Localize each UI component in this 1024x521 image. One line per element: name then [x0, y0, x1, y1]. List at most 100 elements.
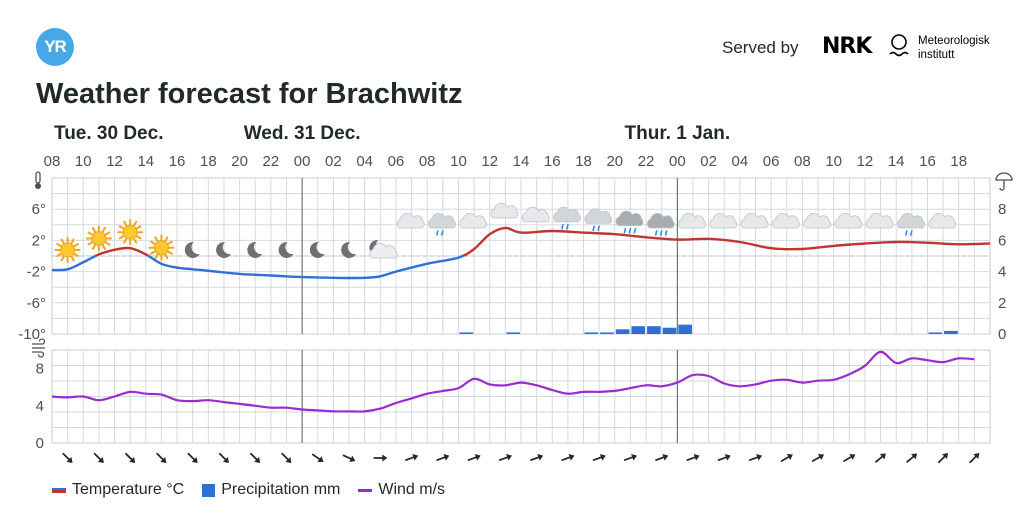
cloud-shape — [897, 213, 925, 229]
wind-direction-arrow — [937, 453, 949, 464]
sun-ray — [118, 235, 125, 240]
hour-tick-label: 12 — [857, 153, 874, 170]
hour-tick-label: 12 — [106, 153, 123, 170]
arrow-head — [160, 456, 167, 463]
nrk-logo[interactable]: NRK — [822, 34, 872, 59]
cloud-icon — [928, 213, 957, 229]
precipitation-bar — [459, 332, 474, 334]
precipitation-tick-label: 0 — [998, 326, 1006, 343]
chart-legend: Temperature °C Precipitation mm Wind m/s — [52, 481, 445, 499]
cloud-icon — [865, 213, 894, 229]
wind-icon — [32, 338, 46, 358]
light-rain-cloud-icon — [897, 213, 925, 236]
moon-icon — [216, 241, 231, 258]
wind-direction-arrow — [467, 454, 481, 461]
wind-direction-arrow — [623, 454, 637, 461]
cloud-shape — [615, 210, 644, 227]
rain-drop — [561, 224, 564, 230]
wind-direction-arrow — [875, 453, 886, 463]
cloud-shape — [803, 213, 832, 229]
forecast-chart: Tue. 30 Dec. Wed. 31 Dec. Thur. 1 Jan.08 10… — [18, 123, 1013, 464]
arrow-head — [349, 455, 356, 463]
sun-ray — [164, 253, 169, 260]
sun-ray — [133, 220, 138, 227]
wind-direction-arrow — [125, 452, 136, 463]
arrow-head — [662, 454, 669, 461]
hour-tick-label: 04 — [356, 153, 373, 170]
cloud-icon — [771, 213, 800, 229]
rain-cloud-icon — [646, 213, 675, 236]
rain-drop — [654, 230, 658, 236]
wind-direction-arrow — [843, 453, 856, 462]
legend-temperature-label: Temperature °C — [72, 481, 185, 498]
cloud-icon — [803, 213, 832, 229]
legend-precipitation[interactable]: Precipitation mm — [202, 481, 340, 499]
cloud-shape — [521, 206, 550, 223]
met-institute-logo[interactable]: Meteorologisk institutt — [918, 34, 990, 62]
cloud-shape — [396, 213, 425, 229]
moon-icon — [184, 241, 200, 258]
hour-tick-label: 22 — [263, 153, 280, 170]
sun-ray — [167, 240, 173, 245]
hour-tick-label: 00 — [669, 153, 686, 170]
sun-ray — [150, 240, 156, 245]
arrow-head — [474, 454, 481, 461]
cloud-shape — [928, 213, 957, 229]
legend-wind[interactable]: Wind m/s — [358, 481, 445, 499]
moon-shape — [216, 241, 231, 258]
hour-tick-label: 10 — [450, 153, 467, 170]
wind-direction-arrow — [717, 454, 731, 461]
arrow-head — [849, 453, 856, 461]
page-title: Weather forecast for Brachwitz — [36, 78, 463, 110]
yr-logo[interactable]: YR — [36, 28, 74, 66]
wind-direction-arrow — [561, 454, 575, 461]
rain-cloud-icon — [615, 210, 644, 234]
thermometer-bulb — [35, 183, 41, 189]
rain-drop — [566, 224, 569, 230]
sun-ray — [87, 231, 93, 236]
wind-direction-arrow — [748, 454, 763, 461]
hour-tick-label: 14 — [513, 153, 530, 170]
wind-tick-label: 8 — [36, 361, 44, 378]
hour-tick-label: 00 — [294, 153, 311, 170]
sun-ray — [101, 227, 106, 233]
cloud-shape — [369, 243, 398, 259]
sun-disc — [91, 230, 107, 246]
arrow-head — [317, 456, 324, 463]
wind-direction-arrow — [686, 454, 700, 461]
wind-direction-arrow — [436, 454, 450, 461]
sun-disc — [122, 224, 138, 240]
temperature-tick-label: 6° — [32, 201, 46, 218]
arrow-head — [97, 456, 104, 463]
precipitation-swatch — [202, 483, 216, 497]
legend-wind-label: Wind m/s — [378, 481, 446, 498]
rain-drop — [905, 230, 908, 236]
sun-ray — [60, 255, 65, 262]
hour-tick-label: 20 — [231, 153, 248, 170]
cloud-shape — [740, 213, 769, 229]
hour-tick-label: 04 — [732, 153, 749, 170]
rain-drop — [659, 230, 663, 236]
arrow-head — [693, 454, 700, 461]
met-institute-icon — [889, 34, 909, 57]
arrow-head — [191, 456, 198, 463]
sun-icon — [148, 234, 175, 261]
wind-swatch — [358, 488, 373, 492]
arrow-head — [911, 453, 918, 460]
wind-direction-arrow — [218, 452, 229, 463]
day-label: Wed. 31 Dec. — [244, 123, 361, 144]
legend-temperature[interactable]: Temperature °C — [52, 481, 184, 499]
precipitation-tick-label: 2 — [998, 295, 1006, 312]
cloud-icon — [521, 206, 550, 223]
arrow-head — [973, 453, 980, 460]
sun-disc — [153, 240, 169, 256]
sun-ray — [118, 225, 125, 230]
precipitation-bar — [600, 332, 614, 334]
arrow-head — [537, 454, 544, 461]
light-rain-cloud-icon — [584, 208, 613, 232]
moon-icon — [278, 241, 294, 258]
hour-tick-label: 02 — [700, 153, 717, 170]
rain-drop — [664, 230, 668, 236]
hour-tick-label: 08 — [794, 153, 811, 170]
moon-shape — [247, 241, 263, 258]
